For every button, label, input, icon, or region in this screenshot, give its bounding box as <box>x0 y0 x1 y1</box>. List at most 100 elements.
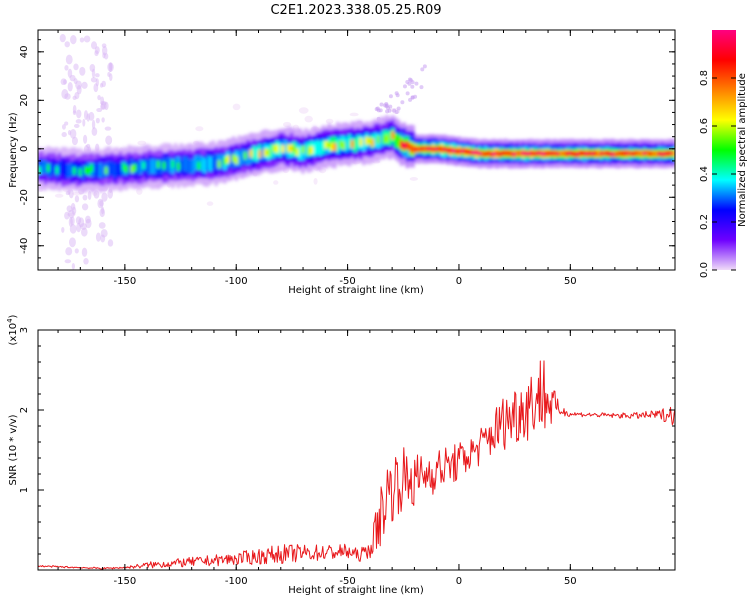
heatmap-cell <box>191 158 195 174</box>
y-tick-label: 40 <box>19 45 30 58</box>
heatmap-cell <box>105 135 113 145</box>
heatmap-cell <box>362 136 366 152</box>
heatmap-cell <box>64 121 69 126</box>
heatmap-cell <box>90 41 98 50</box>
heatmap-cell <box>295 148 299 157</box>
heatmap-cell <box>101 206 105 215</box>
heatmap-cell <box>273 180 279 185</box>
heatmap-cell <box>194 155 198 171</box>
heatmap-cell <box>518 150 522 157</box>
heatmap-cell <box>107 188 113 199</box>
heatmap-cell <box>272 144 276 153</box>
heatmap-cell <box>220 153 224 169</box>
heatmap-cell <box>228 151 233 167</box>
heatmap-cell <box>252 145 256 161</box>
heatmap-cell <box>278 142 282 157</box>
heatmap-cell <box>286 144 291 153</box>
heatmap-cell <box>420 67 425 72</box>
heatmap-cell <box>69 237 76 248</box>
heatmap-cell <box>107 72 111 77</box>
spectrogram-x-axis-label: Height of straight line (km) <box>288 285 424 296</box>
heatmap-cell <box>139 159 143 175</box>
heatmap-cell <box>168 157 172 173</box>
heatmap-cell <box>422 146 427 152</box>
heatmap-cell <box>93 190 100 199</box>
figure-title: C2E1.2023.338.05.25.R09 <box>270 3 441 18</box>
heatmap-cell <box>379 132 383 148</box>
heatmap-cell <box>443 146 447 152</box>
heatmap-cell <box>97 198 104 209</box>
heatmap-cell <box>159 159 163 174</box>
heatmap-cell <box>460 148 464 154</box>
y-tick-label: -40 <box>19 238 30 254</box>
y-tick-label: 3 <box>19 327 30 333</box>
heatmap-cell <box>89 164 94 172</box>
heatmap-cell <box>38 166 42 175</box>
heatmap-cell <box>74 195 80 203</box>
heatmap-cell <box>67 68 73 78</box>
heatmap-cell <box>593 150 598 157</box>
heatmap-cell <box>69 128 77 139</box>
heatmap-cell <box>83 134 88 144</box>
heatmap-cell <box>137 140 147 146</box>
heatmap-cell <box>570 150 575 157</box>
heatmap-cell <box>457 148 462 155</box>
heatmap-cell <box>410 95 415 100</box>
heatmap-cell <box>43 159 48 175</box>
x-tick-label: 50 <box>564 576 577 587</box>
heatmap-cell <box>93 83 99 93</box>
heatmap-cell <box>573 151 577 157</box>
heatmap-cell <box>391 131 395 140</box>
heatmap-cell <box>304 142 308 158</box>
heatmap-cell <box>240 149 244 164</box>
heatmap-cell <box>298 107 309 114</box>
heatmap-cell <box>101 80 106 88</box>
heatmap-cell <box>530 150 534 156</box>
heatmap-cell <box>356 135 360 150</box>
heatmap-cell <box>40 159 45 175</box>
heatmap-cell <box>133 163 137 172</box>
heatmap-cell <box>116 162 120 177</box>
colorbar-tick-label: 0.2 <box>699 214 710 230</box>
heatmap-cell <box>422 64 427 69</box>
spectrogram-ticks: -150 -100 -50 0 50 -40 -20 0 20 40 <box>19 30 675 287</box>
heatmap-cell <box>208 156 213 172</box>
heatmap-cell <box>136 187 143 195</box>
colorbar-gradient <box>712 30 736 270</box>
heatmap-cell <box>171 160 175 169</box>
heatmap-cell <box>396 106 401 111</box>
heatmap-cell <box>76 222 82 233</box>
snr-x-axis-label: Height of straight line (km) <box>288 585 424 596</box>
heatmap-cell <box>246 150 250 166</box>
heatmap-cell <box>206 201 214 206</box>
heatmap-cell <box>365 136 369 145</box>
heatmap-cell <box>73 63 79 71</box>
heatmap-cell <box>88 111 95 121</box>
heatmap-cell <box>648 151 653 157</box>
x-tick-label: -100 <box>225 276 248 287</box>
colorbar: 0.0 0.2 0.4 0.6 0.8 Normalized spectral ampl… <box>699 30 748 278</box>
heatmap-cell <box>162 161 166 170</box>
heatmap-cell <box>195 126 204 132</box>
heatmap-cell <box>165 157 169 173</box>
heatmap-cell <box>449 147 453 154</box>
heatmap-cell <box>373 132 378 148</box>
heatmap-cell <box>501 150 505 156</box>
heatmap-cell <box>567 150 572 156</box>
heatmap-cell <box>619 150 624 157</box>
heatmap-cell <box>585 150 589 157</box>
heatmap-cell <box>395 93 400 98</box>
heatmap-cell <box>590 151 595 157</box>
heatmap-cell <box>428 146 433 152</box>
colorbar-tick-label: 0.8 <box>699 70 710 86</box>
heatmap-cell <box>73 78 78 84</box>
heatmap-cell <box>310 146 314 155</box>
heatmap-cell <box>61 124 66 130</box>
heatmap-cell <box>202 158 207 173</box>
heatmap-cell <box>109 62 113 71</box>
heatmap-cell <box>411 145 415 154</box>
snr-series-line <box>38 360 675 570</box>
heatmap-cell <box>65 191 70 196</box>
heatmap-cell <box>651 150 656 157</box>
heatmap-cell <box>136 160 140 176</box>
